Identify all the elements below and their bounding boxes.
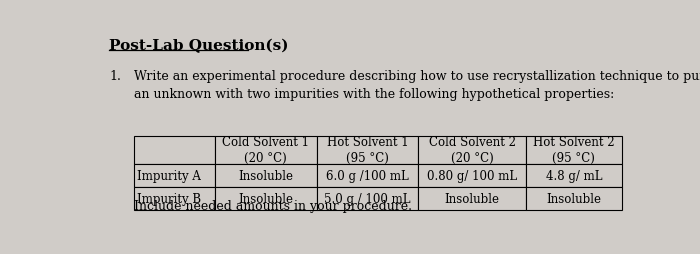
Bar <box>316 136 419 164</box>
Text: Insoluble: Insoluble <box>238 193 293 205</box>
Text: 1.: 1. <box>109 70 121 83</box>
Bar <box>215 164 316 187</box>
Text: Hot Solvent 1
(95 °C): Hot Solvent 1 (95 °C) <box>327 136 408 165</box>
Text: Insoluble: Insoluble <box>444 193 500 205</box>
Text: Post-Lab Question(s): Post-Lab Question(s) <box>109 38 288 53</box>
Bar <box>419 187 526 210</box>
Bar <box>316 164 419 187</box>
Text: Insoluble: Insoluble <box>238 169 293 182</box>
Text: Impurity A: Impurity A <box>137 169 202 182</box>
Text: Insoluble: Insoluble <box>547 193 601 205</box>
Text: 6.0 g /100 mL: 6.0 g /100 mL <box>326 169 409 182</box>
Text: Cold Solvent 1
(20 °C): Cold Solvent 1 (20 °C) <box>223 136 309 165</box>
Bar <box>526 164 622 187</box>
Bar <box>134 187 215 210</box>
Text: Write an experimental procedure describing how to use recrystallization techniqu: Write an experimental procedure describi… <box>134 70 700 101</box>
Bar <box>419 164 526 187</box>
Text: 5.0 g / 100 mL: 5.0 g / 100 mL <box>324 193 411 205</box>
Bar <box>215 187 316 210</box>
Text: Impurity B: Impurity B <box>137 193 202 205</box>
Bar <box>316 187 419 210</box>
Bar <box>526 136 622 164</box>
Bar <box>526 187 622 210</box>
Bar <box>419 136 526 164</box>
Bar <box>134 164 215 187</box>
Text: Cold Solvent 2
(20 °C): Cold Solvent 2 (20 °C) <box>428 136 516 165</box>
Bar <box>215 136 316 164</box>
Text: Include needed amounts in your procedure.: Include needed amounts in your procedure… <box>134 199 412 212</box>
Text: 0.80 g/ 100 mL: 0.80 g/ 100 mL <box>427 169 517 182</box>
Text: Hot Solvent 2
(95 °C): Hot Solvent 2 (95 °C) <box>533 136 615 165</box>
Text: 4.8 g/ mL: 4.8 g/ mL <box>546 169 602 182</box>
Bar <box>134 136 215 164</box>
